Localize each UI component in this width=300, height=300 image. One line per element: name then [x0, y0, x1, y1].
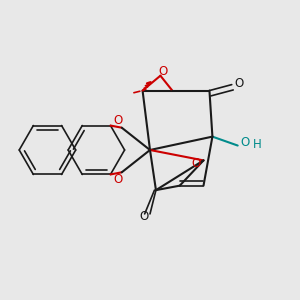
Text: O: O: [114, 173, 123, 186]
Text: H: H: [253, 138, 261, 151]
Text: O: O: [159, 65, 168, 78]
Text: O: O: [114, 114, 123, 127]
Text: O: O: [235, 76, 244, 90]
Text: O: O: [191, 157, 201, 170]
Text: O: O: [140, 210, 149, 224]
Text: O: O: [241, 136, 250, 149]
